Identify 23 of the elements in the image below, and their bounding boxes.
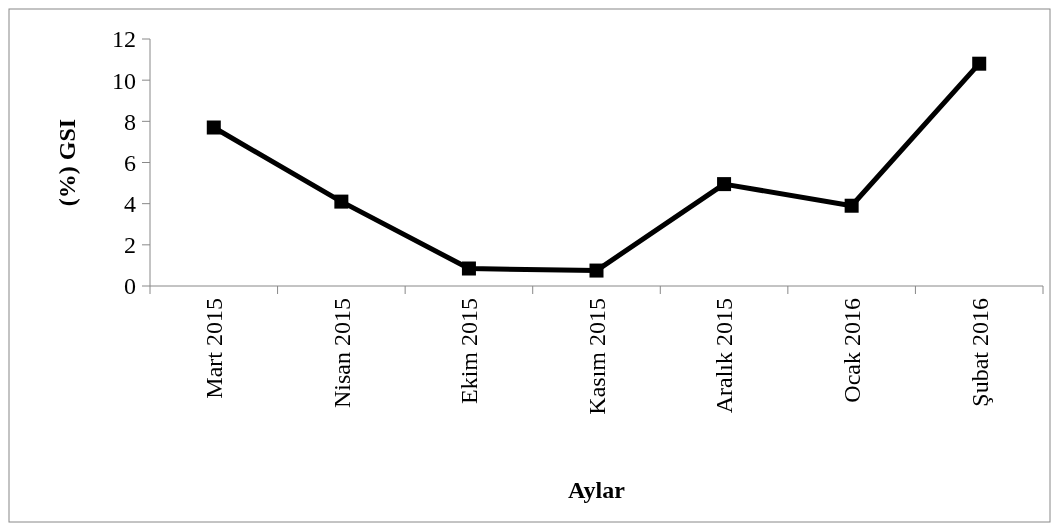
y-tick-label: 2 [124,232,136,259]
x-tick-label: Mart 2015 [201,298,228,399]
x-tick-label: Şubat 2016 [966,298,993,407]
y-axis-title: (%) GSI [54,118,80,207]
x-axis-title: Aylar [568,477,626,503]
point [589,263,604,278]
point [461,261,476,276]
y-tick-label: 0 [124,273,136,300]
x-tick-label: Kasım 2015 [583,298,610,415]
x-tick-label: Ocak 2016 [839,298,866,403]
point [717,177,732,192]
point [334,194,349,209]
point [206,120,221,135]
y-tick-label: 10 [112,67,136,94]
point [844,198,859,213]
y-tick-label: 8 [124,108,136,135]
y-tick-label: 4 [124,191,136,218]
x-tick-label: Nisan 2015 [328,298,355,408]
x-tick-label: Aralık 2015 [711,298,738,414]
x-tick-label: Ekim 2015 [456,298,483,404]
y-tick-label: 12 [112,26,136,53]
point [972,56,987,71]
y-tick-label: 6 [124,149,136,176]
